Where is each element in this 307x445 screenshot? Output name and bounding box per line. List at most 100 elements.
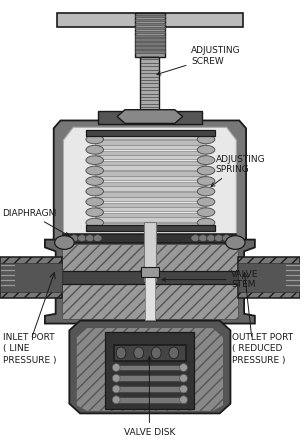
Polygon shape xyxy=(117,110,183,123)
Ellipse shape xyxy=(112,396,120,404)
Bar xyxy=(95,197,206,201)
Bar xyxy=(135,38,165,41)
Ellipse shape xyxy=(112,374,120,382)
Bar xyxy=(95,161,206,166)
Ellipse shape xyxy=(197,135,215,144)
Ellipse shape xyxy=(197,198,215,206)
Bar xyxy=(86,130,215,136)
Ellipse shape xyxy=(197,156,215,165)
Polygon shape xyxy=(76,328,223,412)
Ellipse shape xyxy=(55,236,74,249)
Bar xyxy=(135,35,165,37)
Ellipse shape xyxy=(86,135,103,144)
Bar xyxy=(95,182,206,186)
Bar xyxy=(95,150,206,155)
Bar xyxy=(64,234,236,243)
Bar xyxy=(135,31,165,33)
Ellipse shape xyxy=(207,235,215,242)
Ellipse shape xyxy=(86,208,103,217)
Text: INLET PORT
( LINE
PRESSURE ): INLET PORT ( LINE PRESSURE ) xyxy=(3,333,56,364)
Bar xyxy=(125,110,175,123)
Bar xyxy=(114,386,185,392)
Bar xyxy=(238,257,300,298)
Bar xyxy=(95,186,206,190)
Ellipse shape xyxy=(86,166,103,175)
Ellipse shape xyxy=(62,235,71,242)
Text: VALVE
STEM: VALVE STEM xyxy=(162,270,259,289)
Bar xyxy=(61,271,238,283)
Ellipse shape xyxy=(86,177,103,186)
Polygon shape xyxy=(54,121,246,243)
Ellipse shape xyxy=(180,374,188,382)
Text: VALVE DISK: VALVE DISK xyxy=(124,357,175,437)
Ellipse shape xyxy=(169,347,179,359)
Polygon shape xyxy=(69,321,231,413)
Ellipse shape xyxy=(112,364,120,372)
Bar xyxy=(95,171,206,176)
Bar xyxy=(135,13,165,57)
Bar xyxy=(95,140,206,145)
Bar xyxy=(95,218,206,222)
Ellipse shape xyxy=(86,218,103,227)
Bar xyxy=(135,42,165,45)
Bar xyxy=(95,202,206,207)
Bar xyxy=(238,263,300,292)
Bar xyxy=(0,257,61,298)
Bar xyxy=(95,145,206,149)
Ellipse shape xyxy=(70,235,79,242)
Ellipse shape xyxy=(197,146,215,154)
Ellipse shape xyxy=(93,235,102,242)
Text: DIAPHRAGM: DIAPHRAGM xyxy=(2,209,69,236)
Ellipse shape xyxy=(226,236,245,249)
Bar xyxy=(135,19,165,21)
Ellipse shape xyxy=(86,198,103,206)
Ellipse shape xyxy=(180,364,188,372)
Ellipse shape xyxy=(191,235,200,242)
Bar xyxy=(95,213,206,218)
Bar xyxy=(86,225,215,231)
Text: ADJUSTING
SPRING: ADJUSTING SPRING xyxy=(211,155,266,186)
Bar xyxy=(95,134,206,138)
Bar xyxy=(95,223,206,228)
Ellipse shape xyxy=(86,187,103,196)
Bar xyxy=(140,54,159,117)
Ellipse shape xyxy=(199,235,208,242)
Bar xyxy=(114,364,185,370)
Ellipse shape xyxy=(116,347,126,359)
Ellipse shape xyxy=(222,235,231,242)
Ellipse shape xyxy=(86,146,103,154)
Bar xyxy=(114,375,185,381)
Ellipse shape xyxy=(180,385,188,393)
Bar xyxy=(95,192,206,197)
Bar xyxy=(135,15,165,17)
Ellipse shape xyxy=(197,208,215,217)
Bar xyxy=(135,23,165,25)
Ellipse shape xyxy=(134,347,144,359)
Bar xyxy=(106,332,194,409)
Bar xyxy=(135,46,165,49)
Ellipse shape xyxy=(180,396,188,404)
Bar xyxy=(95,166,206,170)
Ellipse shape xyxy=(112,385,120,393)
Bar xyxy=(145,276,155,320)
Ellipse shape xyxy=(214,235,223,242)
Ellipse shape xyxy=(197,187,215,196)
Ellipse shape xyxy=(86,156,103,165)
Text: ADJUSTING
SCREW: ADJUSTING SCREW xyxy=(157,46,241,75)
Bar xyxy=(95,176,206,180)
Bar xyxy=(0,263,61,292)
Polygon shape xyxy=(45,239,255,324)
Bar xyxy=(135,27,165,29)
Bar xyxy=(95,155,206,159)
Bar xyxy=(95,207,206,211)
Polygon shape xyxy=(64,127,236,239)
Ellipse shape xyxy=(197,166,215,175)
Text: OUTLET PORT
( REDUCED
PRESSURE ): OUTLET PORT ( REDUCED PRESSURE ) xyxy=(232,333,293,364)
Bar xyxy=(114,345,185,360)
Ellipse shape xyxy=(197,177,215,186)
Bar xyxy=(135,50,165,53)
Bar xyxy=(98,111,202,124)
Polygon shape xyxy=(61,244,238,319)
Bar xyxy=(114,397,185,403)
Bar xyxy=(144,222,156,281)
